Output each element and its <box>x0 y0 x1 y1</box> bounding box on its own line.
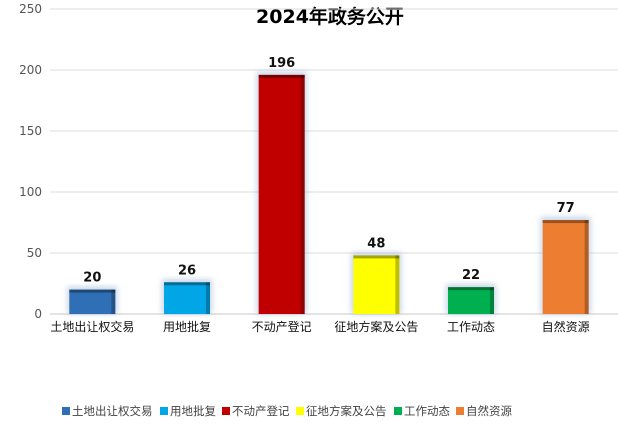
legend-swatch <box>394 407 402 415</box>
bar-top-edge <box>258 74 305 78</box>
legend-item: 不动产登记 <box>232 404 290 418</box>
x-tick-label: 土地出让权交易 <box>50 319 134 334</box>
legend-swatch <box>296 407 304 415</box>
legend-item: 自然资源 <box>466 404 512 418</box>
y-tick-label: 50 <box>27 246 42 260</box>
bar-side-shade <box>584 220 589 314</box>
legend-swatch <box>62 407 70 415</box>
bar-side-shade <box>490 287 494 314</box>
x-axis-labels: 土地出让权交易 用地批复 不动产登记 征地方案及公告 工作动态 自然资源 <box>50 319 589 334</box>
bar-top-edge <box>69 289 116 293</box>
bar-top-edge <box>542 220 589 224</box>
bar-side-shade <box>395 255 400 314</box>
legend-item: 用地批复 <box>170 404 216 418</box>
bar-side-shade <box>111 289 116 314</box>
data-label: 77 <box>557 201 575 216</box>
x-tick-label: 用地批复 <box>163 319 211 334</box>
bar <box>164 282 210 314</box>
grid-lines <box>50 8 618 315</box>
chart-title: 2024年政务公开 <box>256 5 404 28</box>
x-tick-label: 不动产登记 <box>252 319 312 334</box>
bar-side-shade <box>206 282 210 314</box>
bar-top-edge <box>353 255 400 259</box>
bar <box>448 287 494 314</box>
y-tick-label: 150 <box>19 124 42 138</box>
data-label: 196 <box>268 56 295 71</box>
bar-side-shade <box>300 74 305 314</box>
data-label: 26 <box>178 263 196 278</box>
y-tick-label: 100 <box>19 185 42 199</box>
legend-item: 土地出让权交易 <box>72 404 153 418</box>
bar <box>258 74 305 314</box>
legend-swatch <box>160 407 168 415</box>
legend: 土地出让权交易 用地批复 不动产登记 征地方案及公告 工作动态 自然资源 <box>62 404 512 418</box>
bar <box>353 255 400 314</box>
y-tick-label: 200 <box>19 63 42 77</box>
bar <box>542 220 589 314</box>
y-tick-label: 250 <box>19 2 42 16</box>
bars: 20 26 196 48 22 77 <box>67 56 591 314</box>
y-tick-label: 0 <box>34 307 42 321</box>
x-tick-label: 征地方案及公告 <box>334 319 418 334</box>
data-label: 20 <box>83 271 101 286</box>
legend-item: 工作动态 <box>404 404 450 418</box>
legend-swatch <box>222 407 230 415</box>
legend-item: 征地方案及公告 <box>306 404 387 418</box>
bar-top-edge <box>448 287 494 291</box>
y-axis-ticks: 0 50 100 150 200 250 <box>19 2 42 321</box>
x-tick-label: 工作动态 <box>447 320 495 334</box>
data-label: 22 <box>462 268 480 283</box>
bar <box>69 289 116 314</box>
data-label: 48 <box>367 236 385 251</box>
legend-swatch <box>456 407 464 415</box>
x-tick-label: 自然资源 <box>542 319 590 334</box>
bar-top-edge <box>164 282 210 286</box>
